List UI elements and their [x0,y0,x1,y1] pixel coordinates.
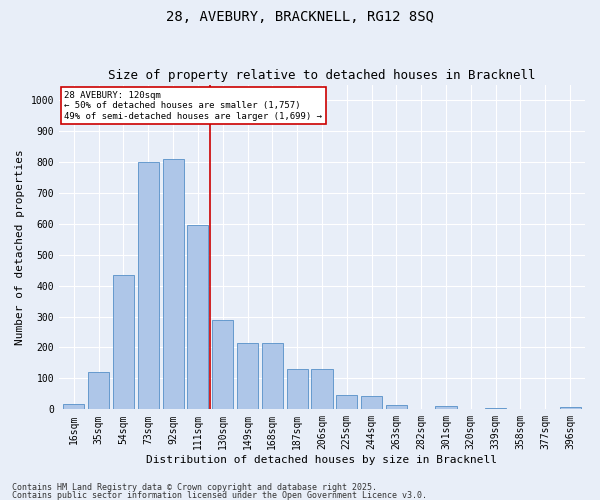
Bar [436,406,457,409]
Bar [63,404,85,409]
Bar [212,320,233,410]
Bar [336,396,358,409]
Text: 28 AVEBURY: 120sqm
← 50% of detached houses are smaller (1,757)
49% of semi-deta: 28 AVEBURY: 120sqm ← 50% of detached hou… [64,91,322,121]
Bar [485,408,506,410]
Bar [386,406,407,409]
Bar [361,396,382,409]
Text: Contains HM Land Registry data © Crown copyright and database right 2025.: Contains HM Land Registry data © Crown c… [12,484,377,492]
Bar [262,343,283,409]
Text: Contains public sector information licensed under the Open Government Licence v3: Contains public sector information licen… [12,490,427,500]
Bar [113,275,134,409]
X-axis label: Distribution of detached houses by size in Bracknell: Distribution of detached houses by size … [146,455,497,465]
Bar [187,226,208,410]
Bar [237,343,258,409]
Text: 28, AVEBURY, BRACKNELL, RG12 8SQ: 28, AVEBURY, BRACKNELL, RG12 8SQ [166,10,434,24]
Bar [88,372,109,410]
Bar [138,162,159,410]
Bar [311,369,332,410]
Title: Size of property relative to detached houses in Bracknell: Size of property relative to detached ho… [108,69,536,82]
Y-axis label: Number of detached properties: Number of detached properties [15,149,25,345]
Bar [560,407,581,410]
Bar [287,369,308,410]
Bar [163,159,184,409]
